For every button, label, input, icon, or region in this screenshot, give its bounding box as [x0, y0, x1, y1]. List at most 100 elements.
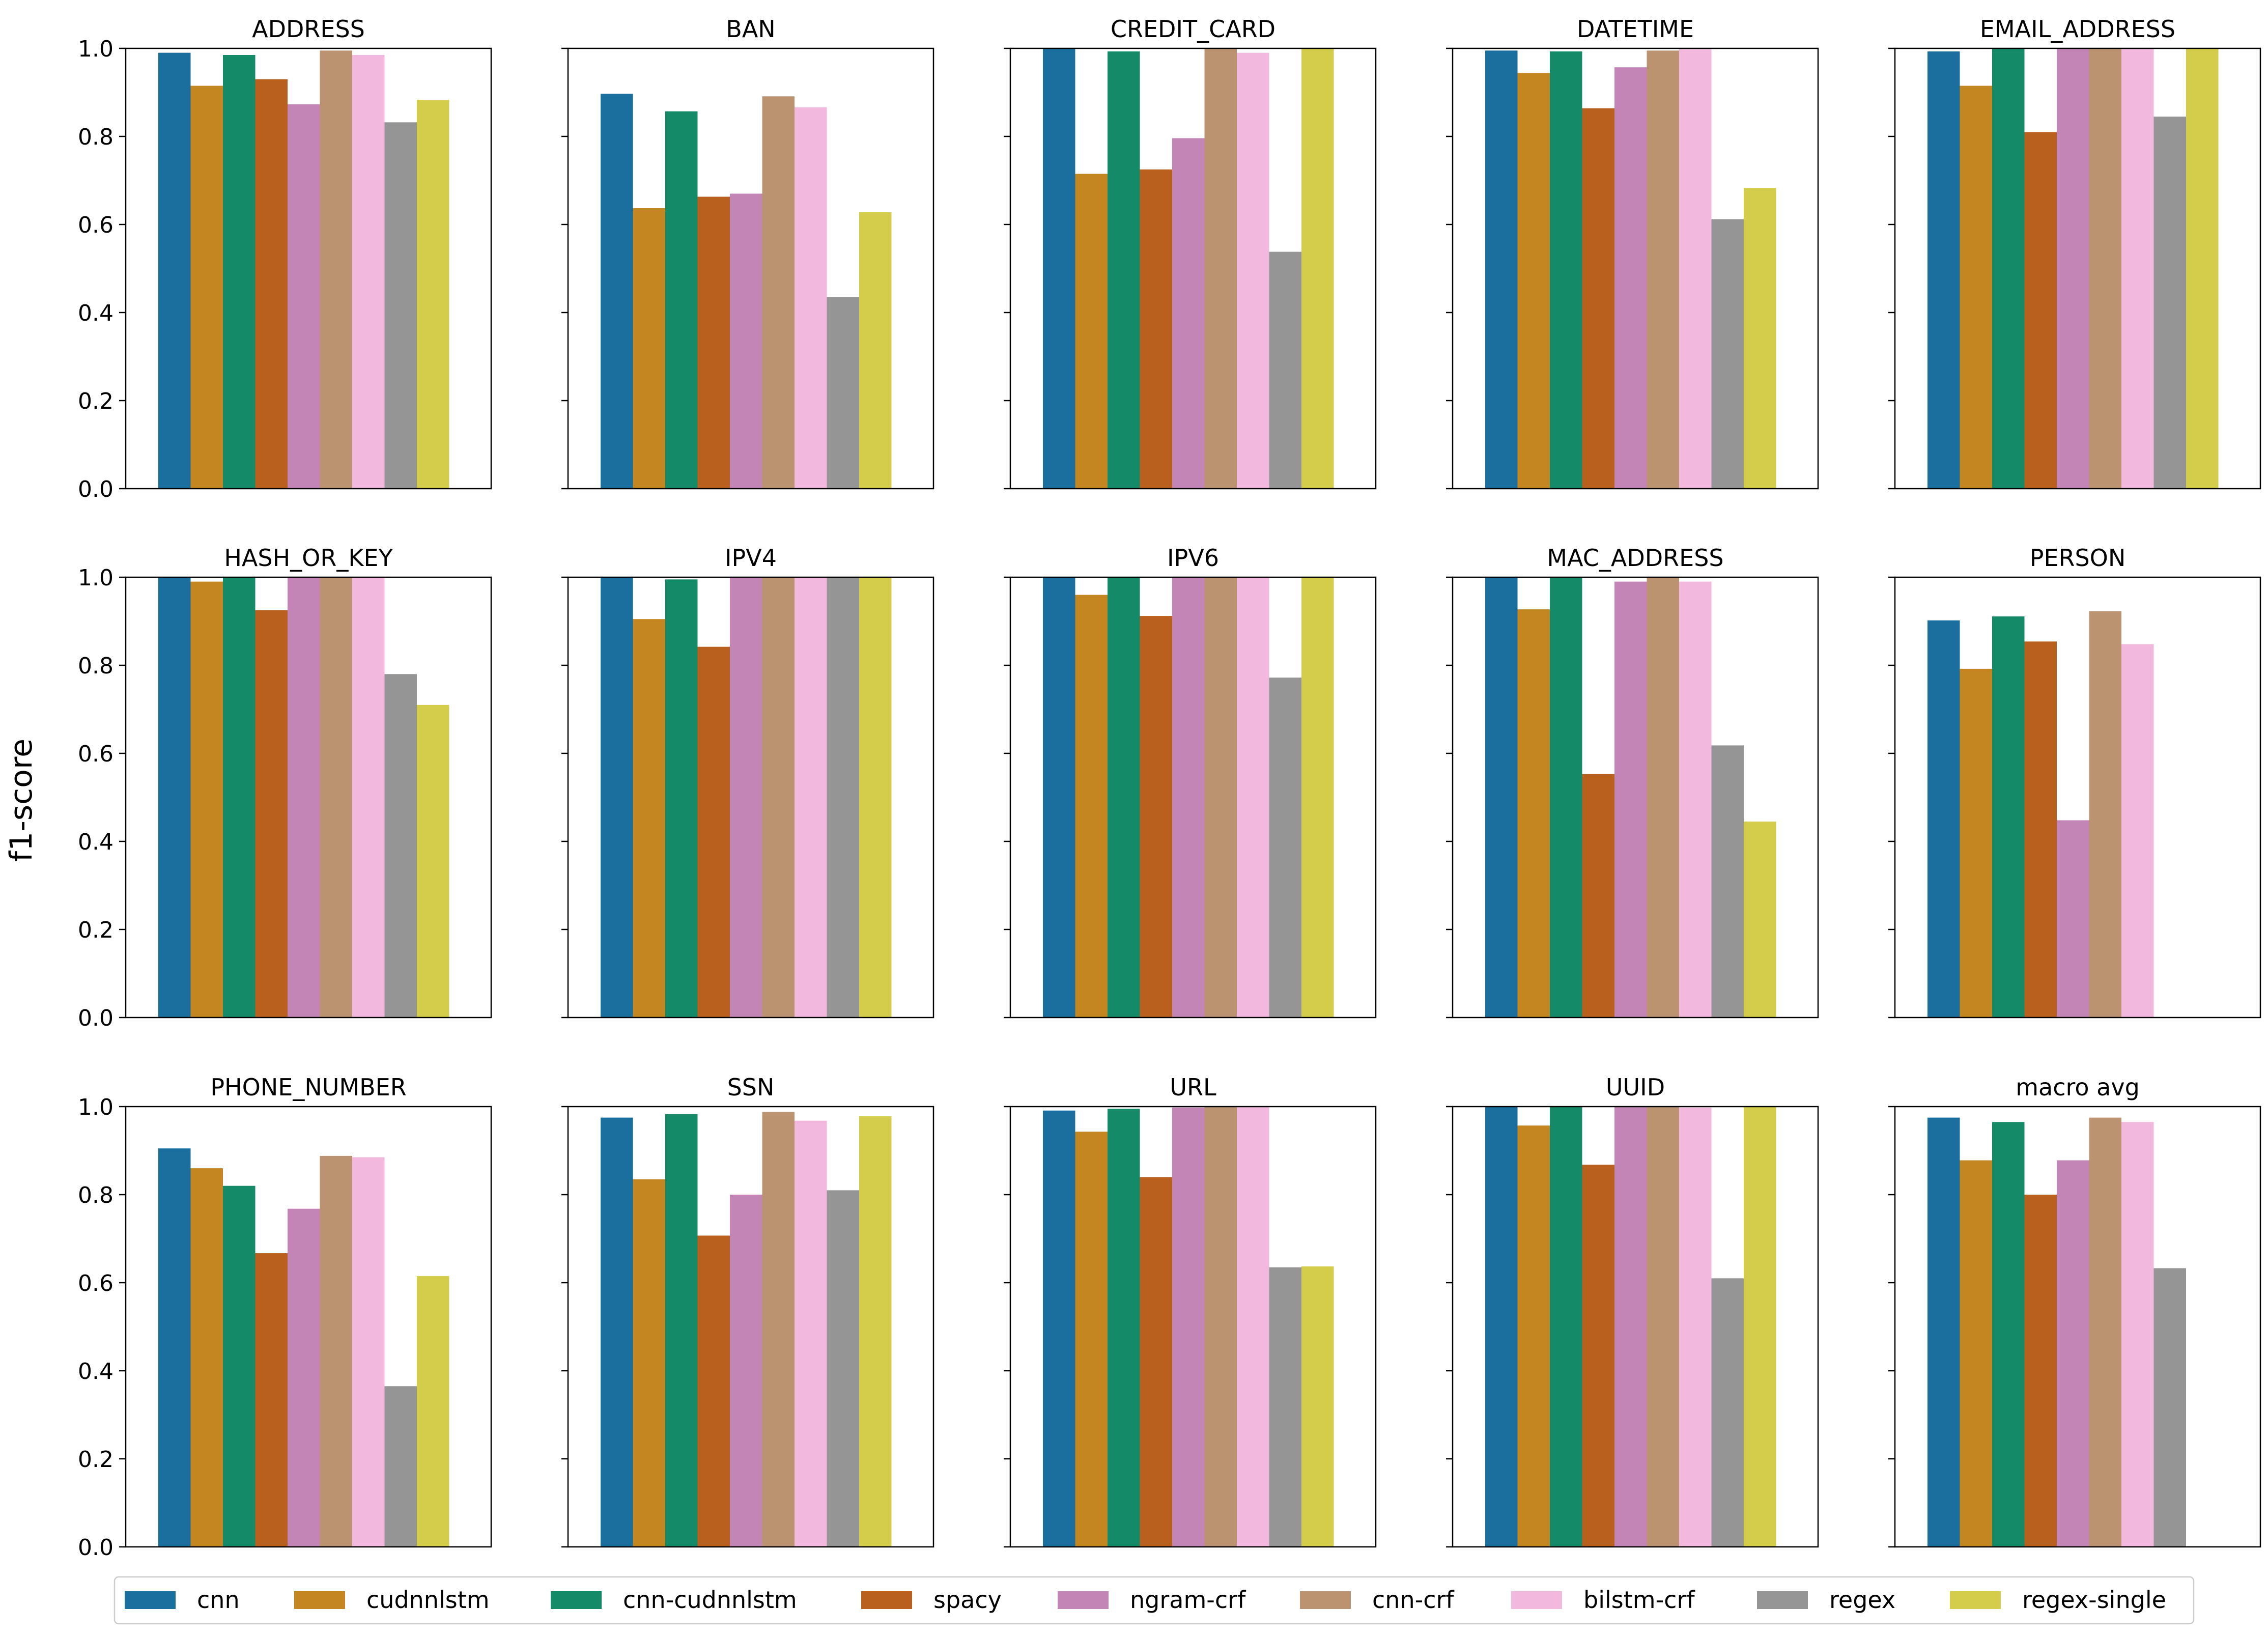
bar-phone-number-regex-single	[417, 1276, 449, 1547]
bar-ipv6-ngram-crf	[1172, 577, 1205, 1018]
bar-credit-card-cnn	[1043, 48, 1075, 489]
panel-credit-card: CREDIT_CARD	[1004, 15, 1377, 490]
bar-email-address-cnn-cudnnlstm	[1992, 48, 2025, 489]
legend-swatch-cnn-cudnnlstm	[551, 1591, 602, 1609]
legend-swatch-spacy	[861, 1591, 912, 1609]
bar-hash-or-key-ngram-crf	[288, 577, 320, 1018]
panel-title-uuid: UUID	[1606, 1074, 1665, 1101]
panel-title-ssn: SSN	[727, 1074, 775, 1101]
legend-swatch-regex-single	[1950, 1591, 2001, 1609]
legend-item-cnn-crf: cnn-crf	[1300, 1586, 1455, 1614]
bar-ssn-bilstm-crf	[795, 1120, 827, 1547]
panel-title-hash-or-key: HASH_OR_KEY	[224, 544, 393, 572]
panel-title-macro-avg: macro avg	[2016, 1074, 2140, 1101]
bar-macro-avg-bilstm-crf	[2121, 1122, 2154, 1547]
axes-frame-hash-or-key	[125, 576, 492, 1019]
bar-ban-cudnnlstm	[633, 208, 665, 489]
legend-item-bilstm-crf: bilstm-crf	[1511, 1586, 1695, 1614]
legend-item-regex: regex	[1757, 1586, 1895, 1614]
bar-phone-number-cnn	[158, 1148, 191, 1547]
legend-swatch-cnn-crf	[1300, 1591, 1351, 1609]
bar-ipv4-spacy	[697, 646, 730, 1018]
y-tick-label: 0.8	[78, 124, 114, 150]
bar-person-cudnnlstm	[1960, 668, 1992, 1018]
panel-title-datetime: DATETIME	[1577, 15, 1694, 43]
bar-datetime-regex	[1711, 219, 1744, 489]
panel-uuid: UUID	[1446, 1074, 1819, 1548]
y-tick-label: 0.2	[78, 1447, 114, 1473]
bar-phone-number-spacy	[255, 1253, 288, 1547]
bar-phone-number-cnn-cudnnlstm	[223, 1185, 256, 1547]
bar-ipv4-ngram-crf	[730, 577, 762, 1018]
bar-address-regex-single	[417, 100, 449, 489]
axes-frame-url	[1009, 1106, 1377, 1548]
legend-label-regex: regex	[1829, 1586, 1895, 1614]
axes-frame-email-address	[1894, 47, 2261, 490]
legend-swatch-cnn	[125, 1591, 176, 1609]
bar-uuid-cnn-cudnnlstm	[1550, 1107, 1582, 1547]
bar-address-cudnnlstm	[190, 86, 223, 489]
bar-address-cnn-crf	[320, 50, 352, 489]
panel-person: PERSON	[1888, 544, 2261, 1019]
bar-ipv4-cudnnlstm	[633, 619, 665, 1018]
bar-uuid-spacy	[1582, 1165, 1614, 1547]
bar-url-regex-single	[1301, 1266, 1334, 1547]
panel-mac-address: MAC_ADDRESS	[1446, 544, 1819, 1019]
legend: cnn cudnnlstm cnn-cudnnlstm spacy ngram-crf c…	[114, 1576, 2195, 1625]
y-tick-label: 1.0	[78, 36, 114, 62]
y-tick-label: 0.6	[78, 212, 114, 238]
legend-swatch-regex	[1757, 1591, 1808, 1609]
bar-email-address-cnn	[1927, 51, 1960, 489]
panel-ssn: SSN	[561, 1074, 934, 1548]
bar-mac-address-regex	[1711, 745, 1744, 1018]
bar-hash-or-key-cnn-cudnnlstm	[223, 577, 256, 1018]
bar-email-address-ngram-crf	[2057, 48, 2089, 489]
y-tick-label: 0.2	[78, 917, 114, 943]
axes-frame-ipv6	[1009, 576, 1377, 1019]
bar-credit-card-cnn-cudnnlstm	[1108, 51, 1140, 489]
bar-uuid-bilstm-crf	[1679, 1107, 1712, 1547]
panel-title-credit-card: CREDIT_CARD	[1111, 15, 1275, 43]
bar-uuid-ngram-crf	[1614, 1107, 1647, 1547]
bar-ipv6-bilstm-crf	[1237, 577, 1269, 1018]
bar-ban-regex	[827, 297, 859, 489]
panel-hash-or-key: 0.0 0.2 0.4 0.6 0.8 1.0 HASH_OR_KEY	[78, 544, 492, 1031]
bar-ipv4-cnn-cudnnlstm	[665, 579, 698, 1018]
y-tick-label: 0.6	[78, 741, 114, 767]
y-tick-label: 0.8	[78, 1182, 114, 1208]
bar-url-bilstm-crf	[1237, 1107, 1269, 1547]
bar-url-spacy	[1140, 1177, 1172, 1547]
panel-email-address: EMAIL_ADDRESS	[1888, 15, 2261, 490]
panels-grid: 0.0 0.2 0.4 0.6 0.8 1.0 ADDRESS BAN CREDIT_CARD D…	[78, 15, 2261, 1561]
bar-ipv6-spacy	[1140, 616, 1172, 1018]
bar-ssn-regex	[827, 1190, 859, 1547]
bar-mac-address-ngram-crf	[1614, 581, 1647, 1018]
bar-ipv6-cnn-cudnnlstm	[1108, 577, 1140, 1018]
panel-ipv4: IPV4	[561, 544, 934, 1019]
bar-macro-avg-cnn-crf	[2089, 1117, 2121, 1547]
bar-phone-number-cnn-crf	[320, 1155, 352, 1547]
panel-title-ipv4: IPV4	[725, 544, 777, 572]
legend-label-cudnnlstm: cudnnlstm	[366, 1586, 490, 1614]
bar-ban-regex-single	[859, 212, 892, 489]
panel-title-email-address: EMAIL_ADDRESS	[1980, 15, 2175, 43]
bar-url-ngram-crf	[1172, 1107, 1205, 1547]
legend-swatch-ngram-crf	[1058, 1591, 1109, 1609]
bar-ipv4-regex	[827, 577, 859, 1018]
bar-hash-or-key-spacy	[255, 610, 288, 1018]
panel-address: 0.0 0.2 0.4 0.6 0.8 1.0 ADDRESS	[78, 15, 492, 502]
bar-ssn-cnn-crf	[762, 1112, 795, 1547]
bar-hash-or-key-regex-single	[417, 704, 449, 1018]
bar-ipv6-cudnnlstm	[1075, 595, 1108, 1018]
bar-hash-or-key-bilstm-crf	[352, 577, 385, 1018]
bar-macro-avg-spacy	[2024, 1195, 2057, 1547]
bar-ban-cnn	[601, 94, 633, 489]
bar-email-address-cudnnlstm	[1960, 86, 1992, 489]
bar-person-cnn	[1927, 620, 1960, 1018]
y-tick-label: 0.4	[78, 1359, 114, 1385]
bar-mac-address-bilstm-crf	[1679, 581, 1712, 1018]
bar-email-address-spacy	[2024, 132, 2057, 489]
bar-credit-card-regex	[1269, 251, 1301, 489]
axes-frame-address	[125, 47, 492, 490]
bar-email-address-cnn-crf	[2089, 48, 2121, 489]
